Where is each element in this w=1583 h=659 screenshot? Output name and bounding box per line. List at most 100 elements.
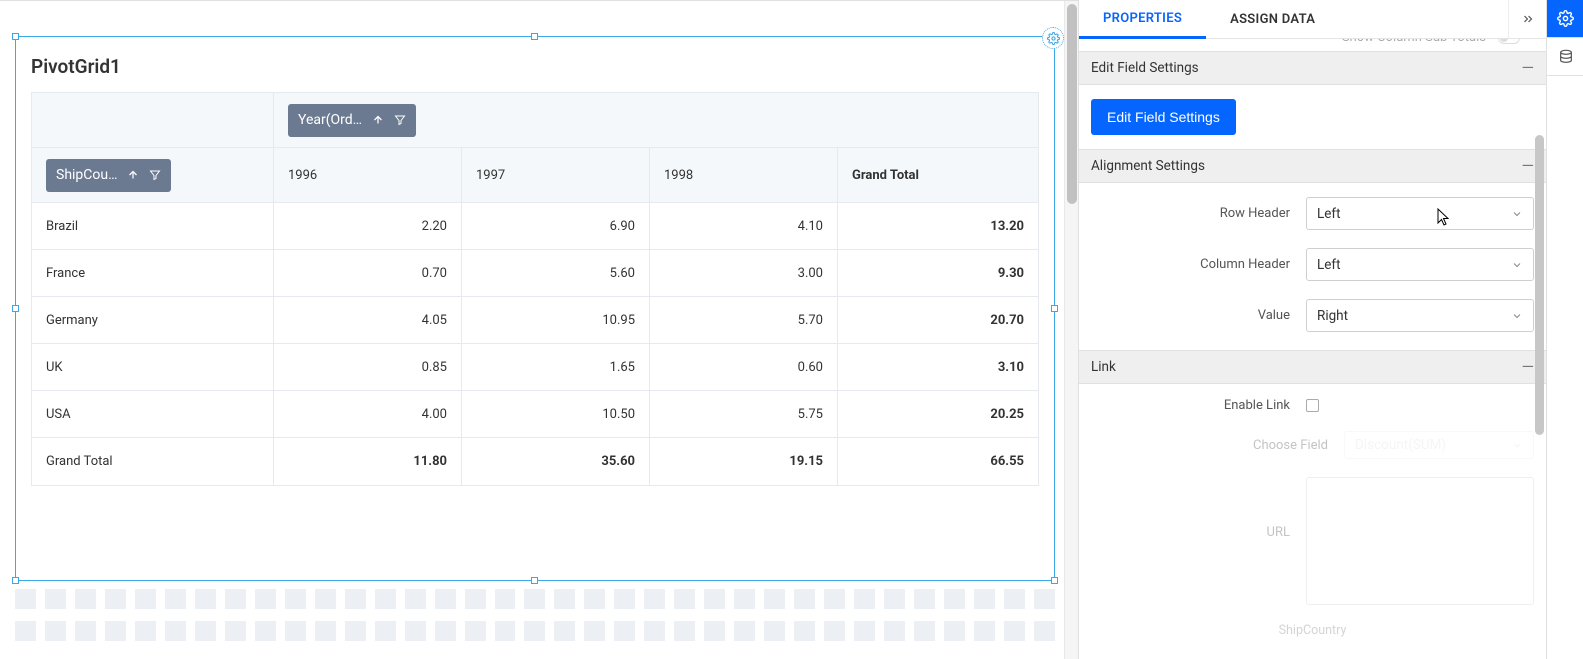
table-row: Brazil2.206.904.1013.20: [32, 203, 1038, 250]
row-total-cell: 3.10: [838, 344, 1038, 391]
filter-icon[interactable]: [149, 169, 161, 181]
scrollbar-thumb[interactable]: [1535, 135, 1544, 435]
select-value: Left: [1317, 206, 1341, 222]
section-alignment-settings-head[interactable]: Alignment Settings —: [1079, 149, 1546, 183]
rail-data-button[interactable]: [1547, 38, 1583, 76]
grand-total-row-label: Grand Total: [32, 438, 274, 485]
enable-link-checkbox[interactable]: [1306, 399, 1319, 412]
section-title: Edit Field Settings: [1091, 60, 1199, 76]
table-row: Germany4.0510.955.7020.70: [32, 297, 1038, 344]
show-column-sub-totals-label: Show Column Sub Totals: [1342, 39, 1486, 45]
column-field-label: Year(Ord…: [298, 112, 362, 128]
tab-assign-data[interactable]: ASSIGN DATA: [1206, 0, 1339, 38]
column-field-pill[interactable]: Year(Ord…: [288, 104, 416, 137]
edit-field-settings-button[interactable]: Edit Field Settings: [1091, 99, 1236, 135]
chevron-down-icon: [1511, 310, 1523, 322]
panel-collapse-button[interactable]: [1508, 0, 1546, 38]
select-value: Discount(SUM): [1355, 437, 1446, 453]
panel-vertical-scrollbar[interactable]: [1532, 39, 1546, 659]
panel-side-rail: [1546, 0, 1583, 659]
resize-handle-e[interactable]: [1051, 305, 1058, 312]
grand-total-total: 66.55: [838, 438, 1038, 485]
row-total-cell: 20.70: [838, 297, 1038, 344]
link-footer-ghost: ShipCountry: [1279, 623, 1347, 638]
pivotgrid-widget[interactable]: PivotGrid1 Year(Ord… ShipCou…: [15, 36, 1055, 581]
row-header-cell: USA: [32, 391, 274, 438]
row-total-cell: 13.20: [838, 203, 1038, 250]
column-field-area: Year(Ord…: [274, 93, 1038, 148]
table-row: France0.705.603.009.30: [32, 250, 1038, 297]
gear-icon: [1047, 32, 1060, 45]
choose-field-label: Choose Field: [1091, 438, 1344, 453]
panel-tabs: PROPERTIES ASSIGN DATA: [1079, 0, 1546, 39]
resize-handle-n[interactable]: [531, 33, 538, 40]
url-label: URL: [1091, 477, 1306, 540]
value-cell: 4.05: [274, 297, 462, 344]
scrollbar-thumb[interactable]: [1067, 4, 1077, 204]
value-cell: 0.60: [650, 344, 838, 391]
show-column-sub-totals-row: Show Column Sub Totals: [1079, 39, 1546, 51]
grand-total-cell: 35.60: [462, 438, 650, 485]
value-cell: 6.90: [462, 203, 650, 250]
tab-properties[interactable]: PROPERTIES: [1079, 0, 1206, 39]
resize-handle-se[interactable]: [1051, 577, 1058, 584]
value-cell: 10.50: [462, 391, 650, 438]
filter-icon[interactable]: [394, 114, 406, 126]
pivot-table: Year(Ord… ShipCou… 1996 1997 19: [31, 92, 1039, 486]
row-total-cell: 20.25: [838, 391, 1038, 438]
properties-panel: PROPERTIES ASSIGN DATA Show Column Sub T…: [1078, 0, 1583, 659]
sort-asc-icon[interactable]: [127, 169, 139, 181]
column-header: 1998: [650, 148, 838, 203]
value-cell: 4.00: [274, 391, 462, 438]
section-edit-field-settings-head[interactable]: Edit Field Settings —: [1079, 51, 1546, 85]
grand-total-cell: 11.80: [274, 438, 462, 485]
column-header-select[interactable]: Left: [1306, 248, 1534, 281]
sort-asc-icon[interactable]: [372, 114, 384, 126]
chevron-down-icon: [1511, 259, 1523, 271]
database-icon: [1558, 49, 1574, 65]
row-field-area: ShipCou…: [32, 148, 274, 203]
widget-settings-gear[interactable]: [1042, 27, 1064, 49]
design-canvas[interactable]: PivotGrid1 Year(Ord… ShipCou…: [0, 0, 1078, 659]
value-cell: 5.75: [650, 391, 838, 438]
canvas-grid-background: [15, 589, 1055, 649]
value-label: Value: [1091, 308, 1306, 323]
row-total-cell: 9.30: [838, 250, 1038, 297]
chevron-down-icon: [1511, 208, 1523, 220]
resize-handle-nw[interactable]: [12, 33, 19, 40]
resize-handle-s[interactable]: [531, 577, 538, 584]
row-header-cell: France: [32, 250, 274, 297]
value-cell: 2.20: [274, 203, 462, 250]
choose-field-select: Discount(SUM): [1344, 431, 1534, 459]
column-header: 1996: [274, 148, 462, 203]
table-row: UK0.851.650.603.10: [32, 344, 1038, 391]
value-cell: 0.85: [274, 344, 462, 391]
row-header-cell: Brazil: [32, 203, 274, 250]
rail-properties-button[interactable]: [1547, 0, 1583, 38]
value-cell: 5.60: [462, 250, 650, 297]
table-row: USA4.0010.505.7520.25: [32, 391, 1038, 438]
show-column-sub-totals-toggle[interactable]: [1498, 39, 1520, 44]
grand-total-header: Grand Total: [838, 148, 1038, 203]
value-cell: 1.65: [462, 344, 650, 391]
value-cell: 4.10: [650, 203, 838, 250]
select-value: Right: [1317, 308, 1348, 324]
section-title: Link: [1091, 359, 1116, 375]
row-header-cell: UK: [32, 344, 274, 391]
row-header-select[interactable]: Left: [1306, 197, 1534, 230]
row-field-pill[interactable]: ShipCou…: [46, 159, 171, 192]
chevron-down-icon: [1512, 440, 1523, 451]
enable-link-label: Enable Link: [1091, 398, 1306, 413]
section-link-head[interactable]: Link —: [1079, 350, 1546, 384]
row-field-label: ShipCou…: [56, 167, 117, 183]
row-header-cell: Germany: [32, 297, 274, 344]
resize-handle-sw[interactable]: [12, 577, 19, 584]
section-title: Alignment Settings: [1091, 158, 1205, 174]
row-header-label: Row Header: [1091, 206, 1306, 221]
grand-total-cell: 19.15: [650, 438, 838, 485]
value-select[interactable]: Right: [1306, 299, 1534, 332]
canvas-vertical-scrollbar[interactable]: [1064, 1, 1078, 659]
resize-handle-w[interactable]: [12, 305, 19, 312]
value-cell: 10.95: [462, 297, 650, 344]
widget-title: PivotGrid1: [16, 37, 1054, 92]
